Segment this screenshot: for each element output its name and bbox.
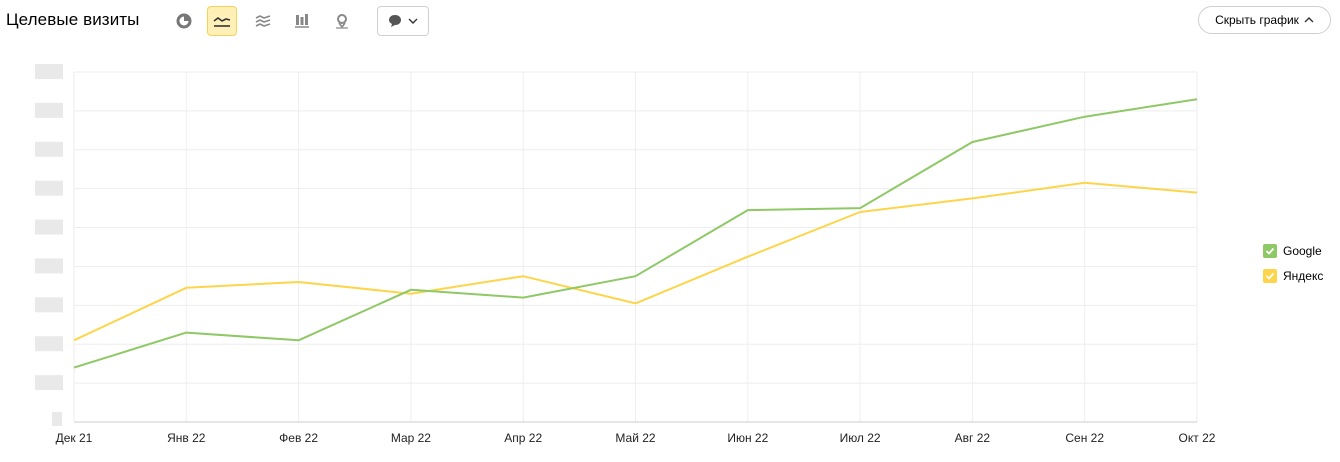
x-tick-label: Дек 21 [56,431,93,445]
checkbox-checked-icon [1263,268,1277,283]
y-tick-label-obscured [35,141,63,157]
x-tick-label: Янв 22 [167,431,206,445]
y-tick-label-obscured [35,297,63,313]
x-tick-label: Май 22 [615,431,656,445]
area-chart-button[interactable] [248,6,278,36]
pie-chart-icon [176,13,192,29]
x-tick-label: Мар 22 [391,431,431,445]
annotations-dropdown[interactable] [377,6,429,36]
y-tick-label-obscured [52,412,62,426]
legend-label-google: Google [1283,243,1322,258]
y-tick-label-obscured [35,180,63,196]
x-tick-label: Фев 22 [279,431,318,445]
area-chart-icon [255,15,271,27]
y-tick-label-obscured [35,219,63,235]
x-tick-label: Июн 22 [727,431,768,445]
y-tick-label-obscured [35,258,63,274]
y-tick-label-obscured [35,336,63,352]
y-tick-label-obscured [35,64,63,79]
chart-legend: Google Яндекс [1263,238,1323,288]
column-chart-button[interactable] [287,6,317,36]
map-button[interactable] [327,6,357,36]
comment-icon [389,15,401,27]
line-chart-button[interactable] [207,6,237,36]
hide-chart-button[interactable]: Скрыть график [1198,6,1331,34]
x-tick-label: Авг 22 [955,431,991,445]
chevron-down-icon [408,18,418,24]
legend-label-yandex: Яндекс [1283,268,1324,283]
legend-item-yandex[interactable]: Яндекс [1263,263,1323,288]
x-tick-label: Июл 22 [840,431,881,445]
x-tick-label: Апр 22 [504,431,542,445]
legend-item-google[interactable]: Google [1263,238,1323,263]
y-tick-label-obscured [35,102,63,118]
map-icon [336,14,348,29]
page-title: Целевые визиты [6,10,140,29]
x-tick-label: Сен 22 [1065,431,1104,445]
column-chart-icon [295,14,309,28]
pie-chart-button[interactable] [169,6,199,36]
y-tick-label-obscured [35,375,63,391]
x-tick-label: Окт 22 [1179,431,1216,445]
series-line-google [73,98,1198,369]
chevron-up-icon [1304,17,1314,23]
line-chart-icon [213,17,231,27]
checkbox-checked-icon [1263,243,1277,258]
series-line-yandex [73,181,1198,342]
hide-chart-label: Скрыть график [1215,13,1299,27]
